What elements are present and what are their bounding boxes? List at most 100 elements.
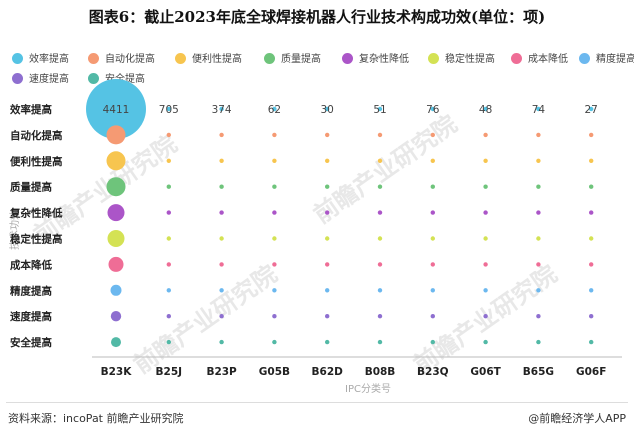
bubble-point <box>272 236 277 241</box>
y-tick-label: 效率提高 <box>10 103 52 116</box>
data-label: 74 <box>532 104 546 116</box>
bubble-point <box>377 262 383 267</box>
bubble-point <box>377 314 383 319</box>
bubble-point <box>377 106 383 112</box>
bubble-point <box>589 236 594 241</box>
bubble-point <box>325 184 330 189</box>
x-tick-label: G06T <box>470 366 501 378</box>
bubble-point <box>110 284 122 296</box>
data-label: 4411 <box>103 104 130 116</box>
legend-item: 速度提高 <box>12 70 69 85</box>
bubble-point <box>536 262 541 267</box>
y-tick-label: 便利性提高 <box>10 155 63 168</box>
bubble-point <box>377 339 383 345</box>
x-tick-label: B62D <box>312 366 344 378</box>
legend-label: 速度提高 <box>29 74 69 85</box>
bubble-point <box>430 158 435 163</box>
bubble-point <box>377 132 383 138</box>
bubble-point <box>272 339 277 345</box>
bubble-point <box>166 132 171 138</box>
legend-swatch <box>342 53 353 64</box>
bubble-point <box>589 158 594 163</box>
y-tick-label: 自动化提高 <box>10 129 63 142</box>
y-tick-label: 稳定性提高 <box>10 233 63 246</box>
legend-label: 效率提高 <box>29 54 69 65</box>
bubble-point <box>483 210 488 215</box>
bubble-point <box>219 262 224 267</box>
bubble-point <box>325 288 330 293</box>
bubble-point <box>166 236 171 241</box>
legend-label: 精度提高 <box>596 54 634 65</box>
data-label: 76 <box>426 104 440 116</box>
legend-label: 自动化提高 <box>105 54 155 65</box>
data-label: 374 <box>212 104 232 116</box>
bubble-point <box>325 262 330 267</box>
bubble-point <box>430 210 435 215</box>
legend-label: 安全提高 <box>105 74 145 85</box>
bubble-point <box>430 106 435 112</box>
bubble-point <box>219 132 224 138</box>
bubble-point <box>107 230 125 247</box>
bubble-point <box>536 236 541 241</box>
bubble-point <box>166 262 171 267</box>
bubble-point <box>377 158 383 163</box>
bubble-point <box>483 132 488 138</box>
legend-swatch <box>511 53 522 64</box>
chart-title: 图表6：截止2023年底全球焊接机器人行业技术构成功效(单位：项) <box>88 8 546 26</box>
bubble-point <box>325 339 330 345</box>
bubble-point <box>377 236 383 241</box>
legend-item: 自动化提高 <box>88 50 155 65</box>
x-tick-label: B25J <box>156 366 183 378</box>
bubble-point <box>377 288 383 293</box>
y-tick-label: 速度提高 <box>10 310 52 323</box>
bubble-point <box>272 288 277 293</box>
bubble-point <box>589 262 594 267</box>
bubble-point <box>430 236 435 241</box>
bubble-point <box>272 314 277 319</box>
data-label: 62 <box>268 104 281 116</box>
bubble-point <box>219 184 224 189</box>
legend-item: 质量提高 <box>264 50 321 65</box>
bubble-point <box>483 236 488 241</box>
bubble-point <box>106 125 126 145</box>
legend-swatch <box>579 53 590 64</box>
bubble-point <box>430 288 435 293</box>
bubble-point <box>483 106 488 112</box>
bubble-point <box>430 132 435 138</box>
legend-swatch <box>88 53 99 64</box>
x-tick-label: B08B <box>365 366 396 378</box>
bubble-point <box>166 106 171 112</box>
bubble-point <box>272 262 277 267</box>
bubble-point <box>589 210 594 215</box>
x-tick-label: B23K <box>101 366 133 378</box>
bubble-point <box>325 132 330 138</box>
bubble-point <box>483 158 488 163</box>
x-tick-label: G05B <box>259 366 290 378</box>
bubble-point <box>166 184 171 189</box>
legend-item: 稳定性提高 <box>428 50 495 65</box>
bubble-point <box>166 314 171 319</box>
legend-item: 精度提高 <box>579 50 634 65</box>
legend-swatch <box>428 53 439 64</box>
bubble-point <box>108 256 124 272</box>
bubble-point <box>272 132 277 138</box>
data-label: 51 <box>373 104 386 116</box>
bubble-point <box>589 106 594 112</box>
bubble-point <box>325 314 330 319</box>
data-label: 27 <box>585 104 598 116</box>
x-axis-title: IPC分类号 <box>345 382 391 395</box>
source-note: 资料来源：incoPat 前瞻产业研究院 <box>8 412 184 425</box>
bubble-point <box>106 151 126 171</box>
bubble-point <box>325 210 330 215</box>
bubble-point <box>325 236 330 241</box>
y-tick-label: 精度提高 <box>10 284 52 297</box>
y-axis-title: 技术功效 <box>8 210 21 250</box>
data-label: 705 <box>159 104 179 116</box>
footer-divider <box>6 402 628 403</box>
bubble-point <box>219 288 224 293</box>
bubble-point <box>166 288 171 293</box>
bubble-chart: 技术功效 IPC分类号 效率提高自动化提高便利性提高质量提高复杂性降低稳定性提高成本… <box>8 79 622 395</box>
bubble-point <box>536 314 541 319</box>
bubble-point <box>219 106 224 112</box>
legend-item: 复杂性降低 <box>342 50 409 65</box>
